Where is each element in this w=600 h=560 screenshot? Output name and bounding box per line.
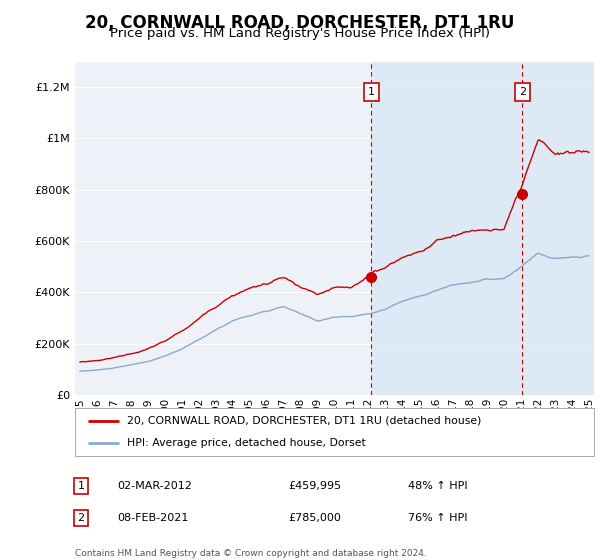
Text: 20, CORNWALL ROAD, DORCHESTER, DT1 1RU: 20, CORNWALL ROAD, DORCHESTER, DT1 1RU	[85, 14, 515, 32]
Text: 08-FEB-2021: 08-FEB-2021	[117, 513, 188, 523]
Text: 1: 1	[368, 87, 375, 97]
Text: 76% ↑ HPI: 76% ↑ HPI	[408, 513, 467, 523]
Text: 20, CORNWALL ROAD, DORCHESTER, DT1 1RU (detached house): 20, CORNWALL ROAD, DORCHESTER, DT1 1RU (…	[127, 416, 481, 426]
Text: 2: 2	[519, 87, 526, 97]
Text: 48% ↑ HPI: 48% ↑ HPI	[408, 481, 467, 491]
Text: 1: 1	[77, 481, 85, 491]
Bar	[371, 62, 594, 395]
Text: Contains HM Land Registry data © Crown copyright and database right 2024.
This d: Contains HM Land Registry data © Crown c…	[75, 549, 427, 560]
Text: 2: 2	[77, 513, 85, 523]
Text: Price paid vs. HM Land Registry's House Price Index (HPI): Price paid vs. HM Land Registry's House …	[110, 27, 490, 40]
Text: £785,000: £785,000	[288, 513, 341, 523]
Text: HPI: Average price, detached house, Dorset: HPI: Average price, detached house, Dors…	[127, 438, 365, 448]
Text: £459,995: £459,995	[288, 481, 341, 491]
Text: 02-MAR-2012: 02-MAR-2012	[117, 481, 192, 491]
